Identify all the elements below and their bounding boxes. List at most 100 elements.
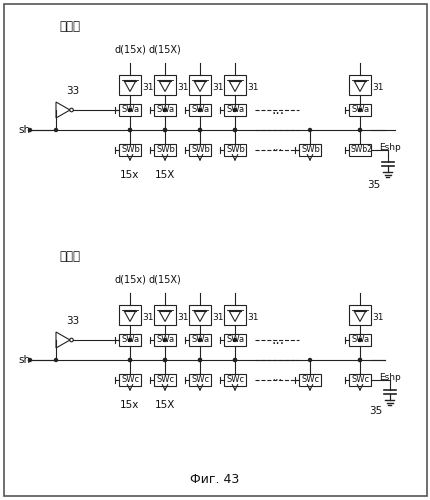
Text: SWa: SWa [191,106,209,114]
Text: SWa: SWa [351,106,369,114]
Text: SWa: SWa [122,106,140,114]
Text: SWc: SWc [191,376,209,384]
Bar [224,75,246,95]
Text: SWc: SWc [227,376,245,384]
Text: 35: 35 [366,180,380,190]
Text: SWa: SWa [122,336,140,344]
Circle shape [233,108,236,112]
Circle shape [358,338,361,342]
Text: 31: 31 [371,314,383,322]
Text: ...: ... [272,142,283,152]
Bar [119,305,141,325]
Text: Фиг. 43: Фиг. 43 [190,473,239,486]
Circle shape [128,338,131,342]
Bar [119,104,141,116]
Bar [154,374,175,386]
Bar [348,104,370,116]
Circle shape [198,128,201,132]
Text: SWc: SWc [122,376,140,384]
Text: 31: 31 [177,314,188,322]
Bar [119,75,141,95]
Circle shape [198,108,201,112]
Text: d(15X): d(15X) [148,45,181,55]
Bar [348,305,370,325]
Text: d(15X): d(15X) [148,275,181,285]
Bar [189,104,211,116]
Circle shape [163,128,166,132]
Bar [154,75,175,95]
Circle shape [128,358,131,362]
Circle shape [163,108,166,112]
Text: sh: sh [18,355,30,365]
Text: Eshp: Eshp [378,374,400,382]
Text: Eshp: Eshp [378,144,400,152]
Text: ...: ... [272,372,283,382]
Circle shape [233,128,236,132]
Text: 31: 31 [141,314,153,322]
Circle shape [308,128,311,132]
Bar [224,334,246,346]
Text: 15x: 15x [120,170,139,180]
Text: （ａ）: （ａ） [59,20,80,33]
Text: 31: 31 [212,84,223,92]
Circle shape [28,358,31,362]
Text: 31: 31 [246,84,258,92]
Bar [348,144,370,156]
Circle shape [198,358,201,362]
Circle shape [198,358,201,362]
Text: 31: 31 [371,84,383,92]
Text: 15x: 15x [120,400,139,410]
Text: SWa: SWa [157,106,175,114]
Text: 33: 33 [66,86,80,96]
Bar [224,144,246,156]
Circle shape [233,358,236,362]
Bar [298,144,320,156]
Text: ...: ... [271,103,284,117]
Circle shape [54,128,57,132]
Circle shape [198,128,201,132]
Circle shape [358,108,361,112]
Text: SWa: SWa [191,336,209,344]
Circle shape [28,128,31,132]
Text: SWb: SWb [226,146,245,154]
Circle shape [128,128,131,132]
Bar [154,104,175,116]
Bar [154,305,175,325]
Bar [298,374,320,386]
Text: SWc: SWc [301,376,319,384]
Bar [189,144,211,156]
Text: SWb: SWb [121,146,140,154]
Bar [224,305,246,325]
Text: sh: sh [18,125,30,135]
Circle shape [54,358,57,362]
Text: 31: 31 [212,314,223,322]
Bar [154,334,175,346]
Bar [154,144,175,156]
Text: SWa: SWa [227,336,245,344]
Text: 31: 31 [141,84,153,92]
Text: SWc: SWc [157,376,175,384]
Bar [348,75,370,95]
Text: d(15x): d(15x) [114,45,146,55]
Circle shape [233,128,236,132]
Bar [189,305,211,325]
Text: （ｂ）: （ｂ） [59,250,80,263]
Text: d(15x): d(15x) [114,275,146,285]
Circle shape [233,358,236,362]
Text: 15X: 15X [154,170,175,180]
Circle shape [128,128,131,132]
Circle shape [358,358,361,362]
Circle shape [128,358,131,362]
Bar [348,374,370,386]
Bar [119,144,141,156]
Circle shape [358,358,361,362]
Bar [189,374,211,386]
Bar [224,374,246,386]
Circle shape [308,358,311,362]
Text: SWa: SWa [351,336,369,344]
Bar [224,104,246,116]
Circle shape [163,128,166,132]
Text: SWa: SWa [227,106,245,114]
Text: SWb: SWb [301,146,319,154]
Text: 35: 35 [369,406,382,416]
